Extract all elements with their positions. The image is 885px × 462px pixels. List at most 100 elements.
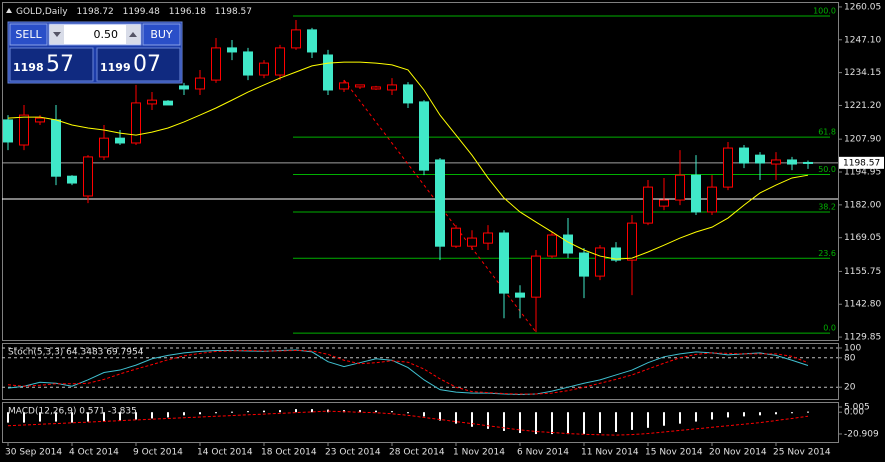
- macd-bar: [695, 412, 697, 422]
- macd-bar: [583, 412, 585, 435]
- lot-down-arrow: [53, 32, 61, 37]
- candle-body: [627, 222, 637, 261]
- macd-bar: [407, 412, 409, 414]
- macd-bar: [247, 411, 249, 413]
- y-tick-label: 80: [844, 353, 856, 363]
- fib-label: 23.6: [818, 249, 836, 258]
- candle-body: [227, 47, 237, 53]
- buy-price-box[interactable]: [96, 47, 181, 82]
- candle-body: [275, 47, 285, 76]
- macd-panel-frame: [2, 402, 839, 443]
- y-tick-label: 1260.05: [844, 2, 881, 12]
- candle-body: [643, 186, 653, 224]
- candle-body: [35, 117, 45, 123]
- sell-button[interactable]: [9, 23, 48, 46]
- lot-value[interactable]: 0.50: [94, 28, 119, 41]
- candle-body: [83, 156, 93, 197]
- macd-bar: [807, 411, 809, 413]
- macd-bar: [599, 412, 601, 434]
- candle-body: [707, 186, 717, 213]
- sell-label[interactable]: SELL: [15, 28, 42, 41]
- chart-title: GOLD,Daily: [16, 7, 68, 17]
- fib-label: 0.0: [823, 324, 836, 333]
- candle-body: [787, 159, 797, 165]
- macd-bar: [231, 411, 233, 413]
- candle-body: [691, 174, 701, 213]
- main-panel-frame: [2, 2, 839, 341]
- candle-body: [403, 84, 413, 104]
- header-low: 1196.18: [169, 7, 206, 17]
- y-tick-label: 1194.95: [844, 168, 881, 178]
- macd-bar: [439, 412, 441, 421]
- candle-body: [355, 84, 365, 88]
- candle-body: [547, 234, 557, 257]
- y-tick-label: 100: [844, 344, 861, 354]
- x-tick-label: 9 Oct 2014: [133, 448, 183, 458]
- candle-body: [371, 86, 381, 90]
- fib-label: 38.2: [818, 202, 836, 211]
- buy-price-pips: 07: [133, 52, 161, 77]
- header-open: 1198.72: [77, 7, 114, 17]
- candle-body: [67, 175, 77, 184]
- macd-bar: [647, 412, 649, 428]
- stoch-panel-frame: [2, 343, 839, 400]
- candle-body: [771, 159, 781, 165]
- buy-button[interactable]: [142, 23, 181, 46]
- candle-body: [595, 247, 605, 277]
- x-tick-label: 18 Oct 2014: [261, 448, 317, 458]
- y-tick-label: 1234.15: [844, 68, 881, 78]
- macd-bar: [119, 412, 121, 421]
- macd-bar: [279, 410, 281, 413]
- x-tick-label: 20 Nov 2014: [709, 448, 767, 458]
- macd-bar: [391, 411, 393, 413]
- bid-label: 1198.57: [843, 158, 880, 168]
- macd-bar: [759, 412, 761, 416]
- y-tick-label: 1169.05: [844, 233, 881, 243]
- macd-bar: [471, 412, 473, 427]
- macd-bar: [39, 412, 41, 422]
- candle-body: [243, 51, 253, 76]
- x-tick-label: 25 Nov 2014: [773, 448, 831, 458]
- candle-body: [755, 154, 765, 164]
- candle-body: [51, 119, 61, 177]
- macd-bar: [503, 412, 505, 431]
- y-tick-label: 0.00: [844, 408, 864, 418]
- macd-bar: [519, 412, 521, 434]
- y-tick-label: -20.909: [844, 429, 879, 439]
- candle-body: [675, 174, 685, 201]
- macd-bar: [679, 412, 681, 424]
- macd-bar: [535, 412, 537, 435]
- x-tick-label: 28 Oct 2014: [389, 448, 445, 458]
- macd-bar: [55, 412, 57, 422]
- macd-bar: [215, 412, 217, 414]
- header-icon: [6, 8, 12, 13]
- candle-body: [611, 247, 621, 261]
- y-tick-label: 20: [844, 383, 856, 393]
- x-tick-label: 23 Oct 2014: [325, 448, 381, 458]
- x-tick-label: 4 Oct 2014: [69, 448, 119, 458]
- candle-body: [131, 102, 141, 144]
- fib-label: 100.0: [813, 6, 836, 15]
- macd-bar: [631, 412, 633, 430]
- sell-price-box[interactable]: [9, 47, 94, 82]
- buy-label[interactable]: BUY: [150, 28, 173, 41]
- macd-bar: [199, 412, 201, 415]
- y-tick-label: 1221.20: [844, 101, 881, 111]
- macd-bar: [551, 412, 553, 435]
- macd-bar: [167, 412, 169, 418]
- macd-bar: [263, 410, 265, 413]
- lot-field[interactable]: [48, 23, 142, 46]
- candle-body: [451, 227, 461, 247]
- macd-bar: [311, 409, 313, 413]
- moving-average: [7, 61, 809, 260]
- candle-body: [3, 119, 13, 143]
- macd-bar: [135, 412, 137, 420]
- macd-bar: [567, 412, 569, 435]
- macd-bar: [343, 410, 345, 413]
- macd-bar: [615, 412, 617, 432]
- candle-body: [499, 232, 509, 294]
- candle-body: [291, 29, 301, 49]
- candle-body: [19, 114, 29, 146]
- lot-up-arrow: [129, 32, 137, 37]
